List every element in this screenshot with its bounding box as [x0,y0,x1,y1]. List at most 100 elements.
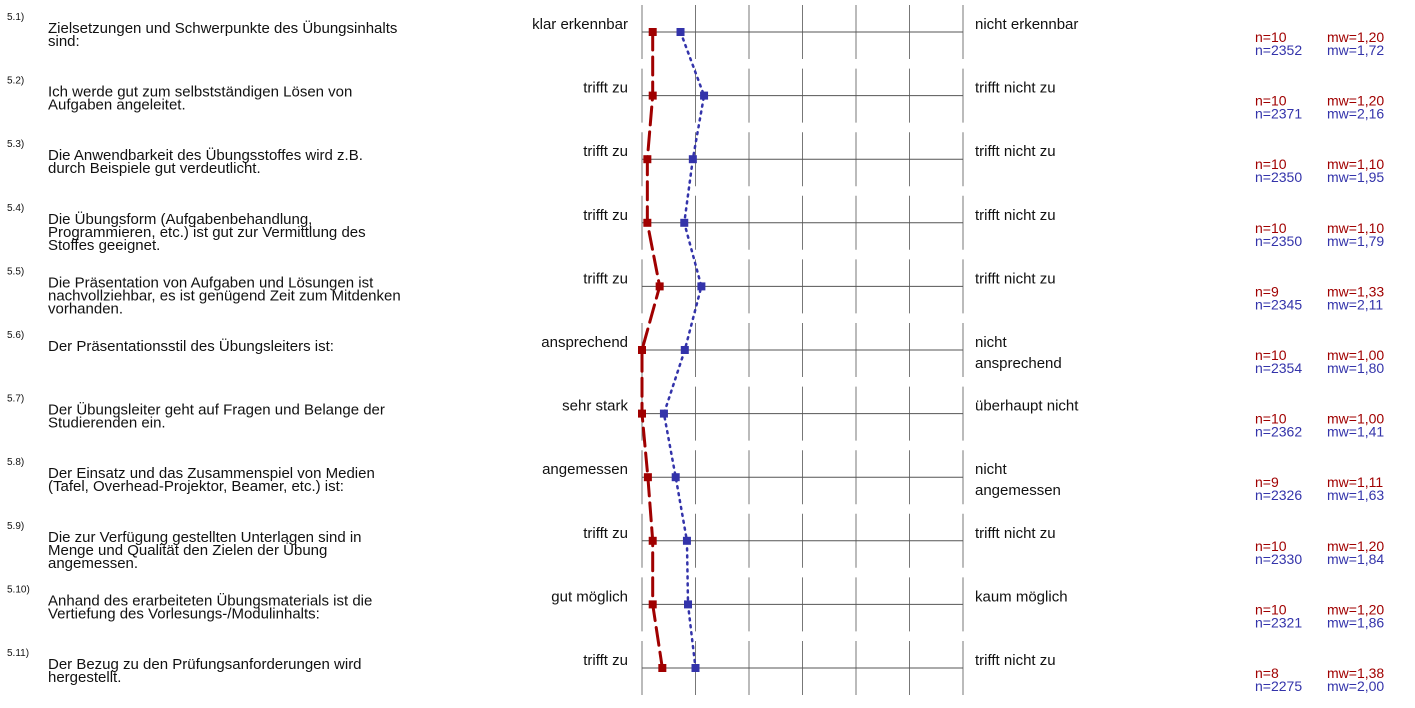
item-number: 5.1) [7,12,24,23]
reference-series-point [688,155,697,164]
item-number: 5.10) [7,584,30,595]
left-pole-label: trifft zu [583,80,628,97]
question-text: (Tafel, Overhead-Projektor, Beamer, etc.… [48,478,344,495]
question-text: Studierenden ein. [48,415,166,432]
course-n: n=10 [1255,347,1287,363]
reference-series-point [659,409,668,418]
reference-mean: mw=1,80 [1327,360,1384,376]
course-series-point [648,28,657,36]
course-n: n=8 [1255,665,1279,681]
reference-mean: mw=2,00 [1327,678,1384,694]
question-text: Der Einsatz und das Zusammenspiel von Me… [48,465,375,482]
course-series-point [638,409,646,418]
question-text: Vertiefung des Vorlesungs-/Modulinhalts: [48,605,320,622]
right-pole-label: überhaupt nicht [975,398,1079,415]
question-text: Aufgaben angeleitet. [48,97,186,114]
reference-series-point [684,600,693,609]
question-text: durch Beispiele gut verdeutlicht. [48,160,261,177]
course-mean: mw=1,20 [1327,93,1384,109]
left-pole-label: ansprechend [541,334,628,351]
scale-grid [641,5,964,695]
reference-series-point [697,282,706,291]
course-series-point [658,664,667,672]
reference-mean: mw=1,41 [1327,424,1384,440]
reference-n: n=2354 [1255,360,1302,376]
question-text: Anhand des erarbeiteten Übungsmaterials … [48,591,372,609]
reference-n: n=2362 [1255,424,1302,440]
question-rows: 5.1) Zielsetzungen und Schwerpunkte des Ü… [7,12,1384,694]
right-pole-label: nicht [975,461,1008,478]
reference-mean: mw=2,11 [1327,296,1383,312]
course-series-point [643,218,652,227]
right-pole-label: trifft nicht zu [975,80,1056,97]
course-mean: mw=1,33 [1327,283,1384,299]
question-text: Menge und Qualität den Zielen der Übung [48,541,327,559]
question-text: Die zur Verfügung gestellten Unterlagen … [48,529,362,546]
reference-mean: mw=1,95 [1327,169,1384,185]
left-pole-label: trifft zu [583,207,628,224]
question-text: Der Bezug zu den Prüfungsanforderungen w… [48,656,362,673]
course-mean: mw=1,20 [1327,601,1384,617]
course-mean: mw=1,00 [1327,411,1384,427]
reference-series-point [680,218,689,227]
reference-mean: mw=2,16 [1327,106,1384,122]
reference-n: n=2350 [1255,233,1302,249]
course-mean: mw=1,20 [1327,538,1384,554]
course-series-point [648,600,657,609]
left-pole-label: gut möglich [551,588,628,605]
right-pole-label: trifft nicht zu [975,525,1056,542]
question-text: Zielsetzungen und Schwerpunkte des Übung… [48,19,397,37]
reference-series-point [700,91,709,100]
question-text: Stoffes geeignet. [48,237,160,254]
reference-mean: mw=1,86 [1327,614,1384,630]
question-text: nachvollziehbar, es ist genügend Zeit zu… [48,287,401,304]
course-mean: mw=1,00 [1327,347,1384,363]
reference-series-point [691,664,700,672]
item-number: 5.4) [7,203,24,214]
course-series-point [638,346,646,354]
reference-n: n=2350 [1255,169,1302,185]
left-pole-label: trifft zu [583,143,628,160]
reference-n: n=2371 [1255,106,1302,122]
item-number: 5.8) [7,457,24,468]
reference-mean: mw=1,72 [1327,42,1384,58]
item-number: 5.7) [7,394,24,405]
left-pole-label: trifft zu [583,525,628,542]
question-text: angemessen. [48,555,138,572]
course-series-point [655,282,664,291]
reference-n: n=2345 [1255,296,1302,312]
course-n: n=9 [1255,283,1279,299]
course-mean: mw=1,38 [1327,665,1384,681]
item-number: 5.9) [7,521,24,532]
right-pole-label: trifft nicht zu [975,270,1056,287]
course-n: n=10 [1255,601,1287,617]
question-text: Der Präsentationsstil des Übungsleiters … [48,337,334,355]
question-text: hergestellt. [48,669,121,686]
left-pole-label: angemessen [542,461,628,478]
question-text: Der Übungsleiter geht auf Fragen und Bel… [48,401,385,419]
question-text: Ich werde gut zum selbstständigen Lösen … [48,84,352,101]
question-text: Die Übungsform (Aufgabenbehandlung, [48,210,312,228]
question-text: Die Präsentation von Aufgaben und Lösung… [48,274,374,291]
right-pole-label: nicht erkennbar [975,16,1078,33]
question-text: Programmieren, etc.) ist gut zur Vermitt… [48,224,366,241]
reference-n: n=2352 [1255,42,1302,58]
item-number: 5.6) [7,330,24,341]
course-mean: mw=1,11 [1327,474,1383,490]
course-series-point [643,155,652,164]
course-series-line [640,30,664,670]
right-pole-label: trifft nicht zu [975,143,1056,160]
right-pole-label: angemessen [975,482,1061,499]
course-n: n=10 [1255,93,1287,109]
reference-series-point [680,346,689,354]
course-mean: mw=1,20 [1327,29,1384,45]
item-number: 5.3) [7,139,24,150]
reference-n: n=2330 [1255,551,1302,567]
course-mean: mw=1,10 [1327,220,1384,236]
course-n: n=10 [1255,220,1287,236]
right-pole-label: trifft nicht zu [975,207,1056,224]
reference-n: n=2275 [1255,678,1302,694]
right-pole-label: nicht [975,334,1008,351]
right-pole-label: trifft nicht zu [975,652,1056,669]
right-pole-label: ansprechend [975,355,1062,372]
